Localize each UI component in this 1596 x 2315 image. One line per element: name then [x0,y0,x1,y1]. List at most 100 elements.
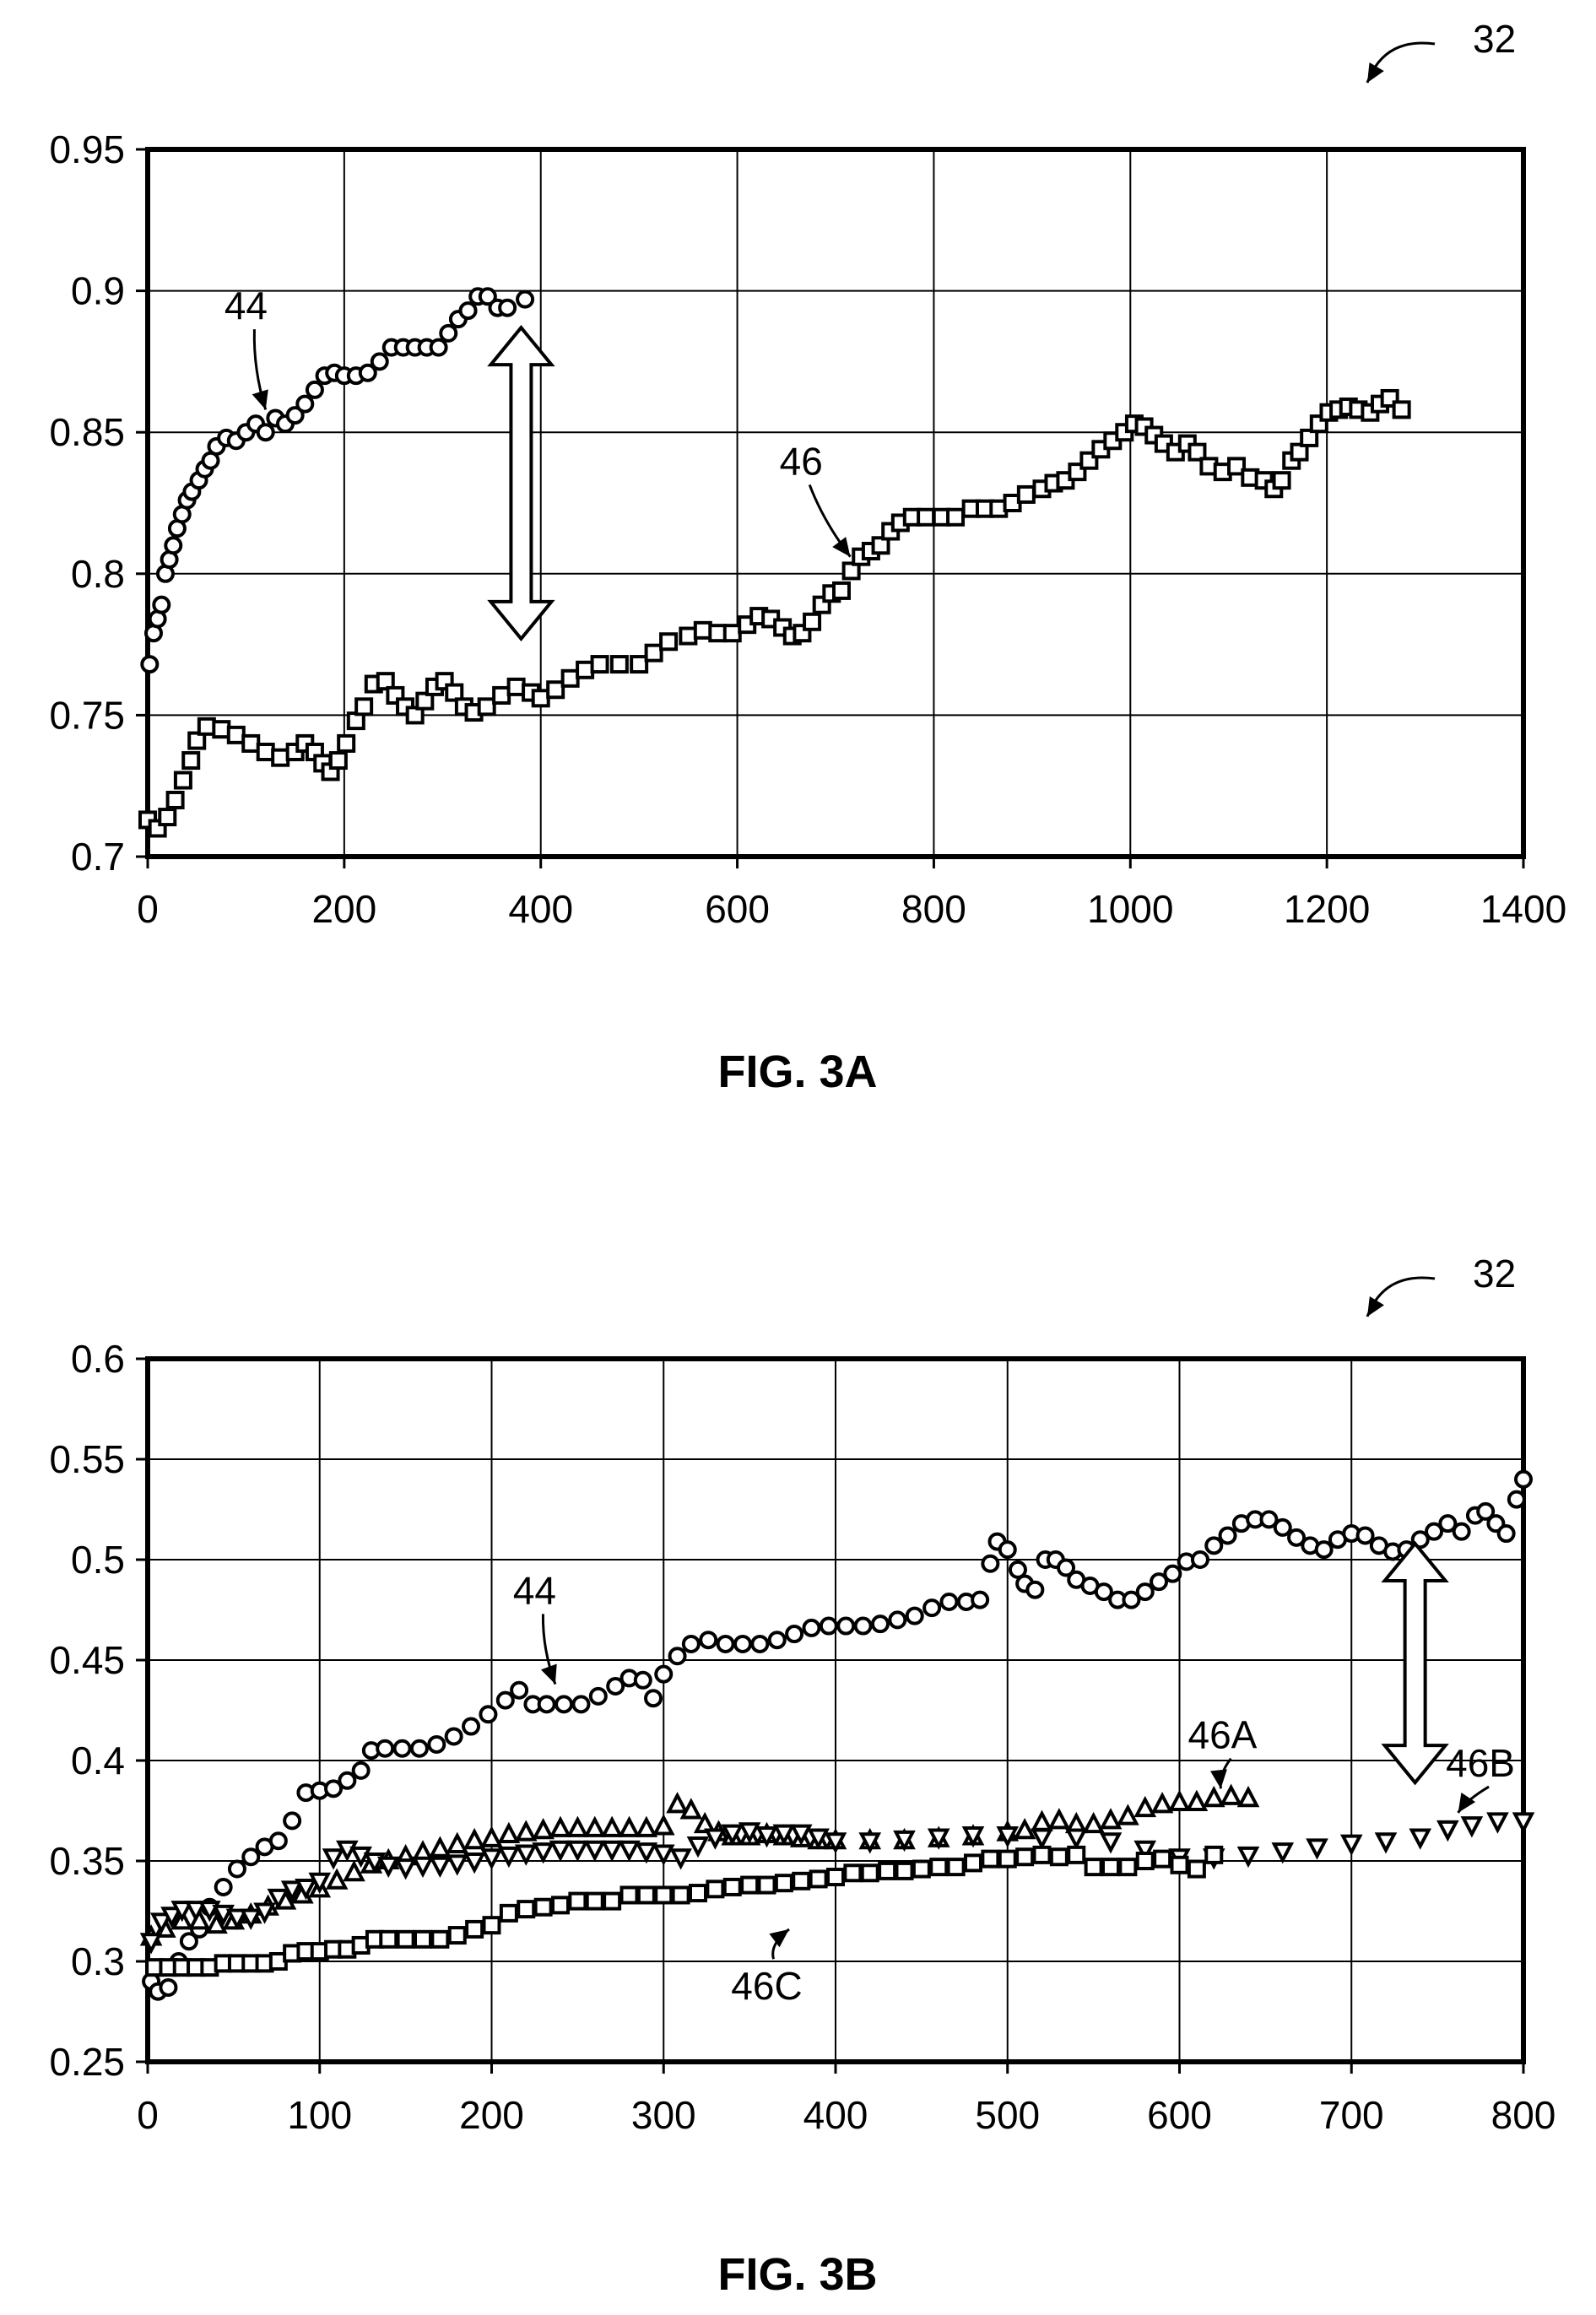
data-point [609,655,629,674]
figure-2: 0 100 200 300 400 500 600 700 800 0.25 0.3 0.35 0.4 0… [49,1252,1555,2300]
leader-arrowhead [1458,1793,1476,1813]
data-point [227,1859,246,1879]
data-point [681,1634,701,1653]
data-point [826,1868,845,1887]
data-point [446,1831,469,1853]
data-point [1025,1580,1045,1599]
data-point [427,1734,446,1754]
data-point [654,1885,674,1905]
data-point [392,1739,412,1758]
data-point [895,1861,914,1880]
data-point [836,1616,856,1636]
data-point [1204,1845,1224,1864]
data-point [462,1717,481,1736]
data-point [338,1771,357,1790]
data-point [716,1634,735,1653]
data-point [618,1840,641,1863]
data-point [738,1822,761,1844]
data-point [1163,1564,1182,1583]
plot-frame [145,147,1526,859]
data-point [1150,1572,1169,1592]
data-point [445,683,464,702]
data-point [1272,471,1291,490]
data-point [430,1929,450,1949]
data-point [349,1846,372,1869]
data-point [1425,1522,1444,1541]
data-point [1374,1832,1398,1854]
data-point [792,1871,811,1890]
data-point [517,1900,536,1919]
data-point [644,1689,663,1708]
data-point [1409,1828,1432,1850]
data-point [1392,400,1411,419]
data-point [1122,1590,1141,1609]
data-point [652,1814,675,1836]
y-tick-label: 0.4 [71,1739,125,1782]
data-point [630,655,649,674]
figure-1: 0 200 400 600 800 1000 1200 1400 0.7 0.75 0.8 0.85 0… [49,17,1566,1097]
data-point [1031,1809,1053,1831]
y-tick-label: 0.9 [71,269,125,313]
data-point [654,1664,674,1684]
data-point [531,689,550,708]
data-point [1153,1849,1172,1869]
data-point [878,1861,897,1880]
data-point [809,1869,828,1889]
data-point [1436,1820,1459,1842]
data-point [1227,457,1247,476]
data-point [532,1818,555,1840]
data-point [1082,1811,1105,1834]
data-point [722,1877,742,1896]
data-point [1314,1540,1334,1560]
data-point [785,1625,804,1644]
data-point [429,1856,452,1879]
data-point [922,1598,942,1618]
series-label: 46C [731,1964,802,2008]
leader-arrowhead [832,537,851,557]
data-point [225,1908,249,1930]
data-point [497,1821,521,1844]
data-point [214,1877,233,1896]
data-point [870,1615,890,1634]
data-point [549,1840,572,1863]
y-tick-label: 0.45 [49,1638,125,1682]
data-point [721,1824,744,1846]
data-point [905,1606,924,1625]
data-point [187,731,207,750]
data-point [789,1824,813,1846]
data-point [414,1929,432,1949]
x-tick-label: 100 [287,2093,352,2137]
data-point [394,1858,417,1880]
data-point [686,1836,710,1858]
data-point [478,287,497,306]
data-point [376,672,395,691]
data-point [140,655,160,674]
series-label: 46B [1446,1741,1515,1785]
data-point [671,1885,690,1905]
data-point [152,595,171,614]
data-point [652,1844,675,1866]
data-point [590,655,609,674]
data-point [824,1832,847,1854]
data-point [256,742,275,761]
data-point [706,1880,725,1899]
data-point [506,677,526,696]
data-point [325,1868,349,1890]
data-point [1013,1818,1036,1840]
data-point [774,1874,793,1893]
series-46C [145,1845,1224,1977]
data-point [1117,1804,1139,1825]
leader-arrowhead [252,389,268,410]
x-tick-label: 800 [901,887,966,931]
data-point [429,1836,452,1858]
data-point [305,380,324,399]
data-point [1306,1838,1328,1860]
data-point [1514,1469,1533,1489]
data-point [241,733,261,753]
data-point [158,808,177,827]
y-tick-label: 0.95 [49,127,125,171]
data-point [343,1859,365,1882]
data-point [1190,1550,1209,1569]
data-point [1047,1808,1071,1830]
